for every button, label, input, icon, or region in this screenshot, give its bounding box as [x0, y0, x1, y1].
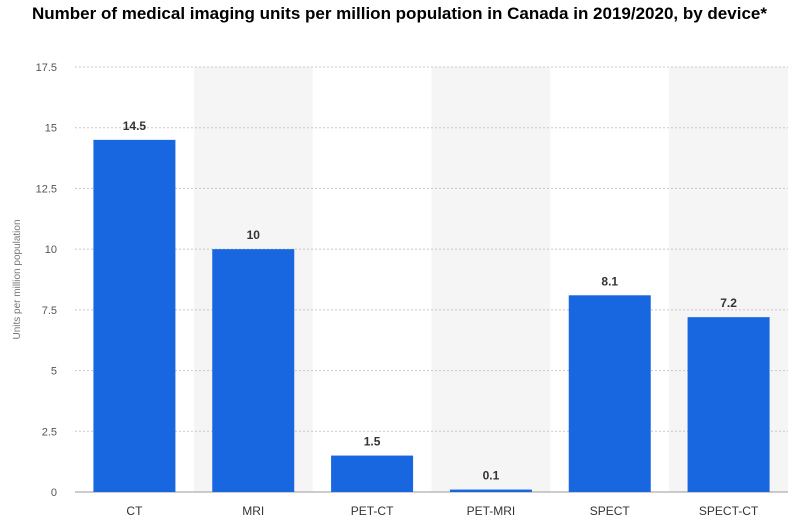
data-label: 10 [247, 228, 261, 242]
data-label: 1.5 [364, 435, 381, 449]
bar[interactable] [93, 139, 176, 492]
category-label: PET-MRI [467, 504, 516, 518]
bar[interactable] [331, 455, 414, 492]
category-label: SPECT [590, 504, 631, 518]
category-label: CT [126, 504, 143, 518]
data-label: 7.2 [720, 296, 737, 310]
category-label: MRI [242, 504, 264, 518]
bar[interactable] [449, 489, 532, 492]
data-label: 14.5 [123, 119, 147, 133]
y-tick-label: 0 [51, 487, 57, 499]
y-tick-label: 10 [45, 244, 57, 256]
y-tick-label: 2.5 [42, 426, 57, 438]
bar[interactable] [568, 295, 651, 492]
y-tick-label: 15 [45, 123, 57, 135]
category-label: PET-CT [351, 504, 394, 518]
y-tick-label: 12.5 [36, 183, 57, 195]
bar[interactable] [687, 317, 770, 492]
background-band [431, 67, 551, 492]
y-axis-title: Units per million population [12, 219, 23, 339]
category-label: SPECT-CT [699, 504, 759, 518]
y-tick-label: 17.5 [36, 62, 57, 74]
y-tick-label: 7.5 [42, 305, 57, 317]
data-label: 8.1 [601, 274, 618, 288]
bar[interactable] [212, 249, 295, 492]
data-label: 0.1 [483, 469, 500, 483]
y-tick-label: 5 [51, 366, 57, 378]
chart-title: Number of medical imaging units per mill… [32, 4, 767, 23]
